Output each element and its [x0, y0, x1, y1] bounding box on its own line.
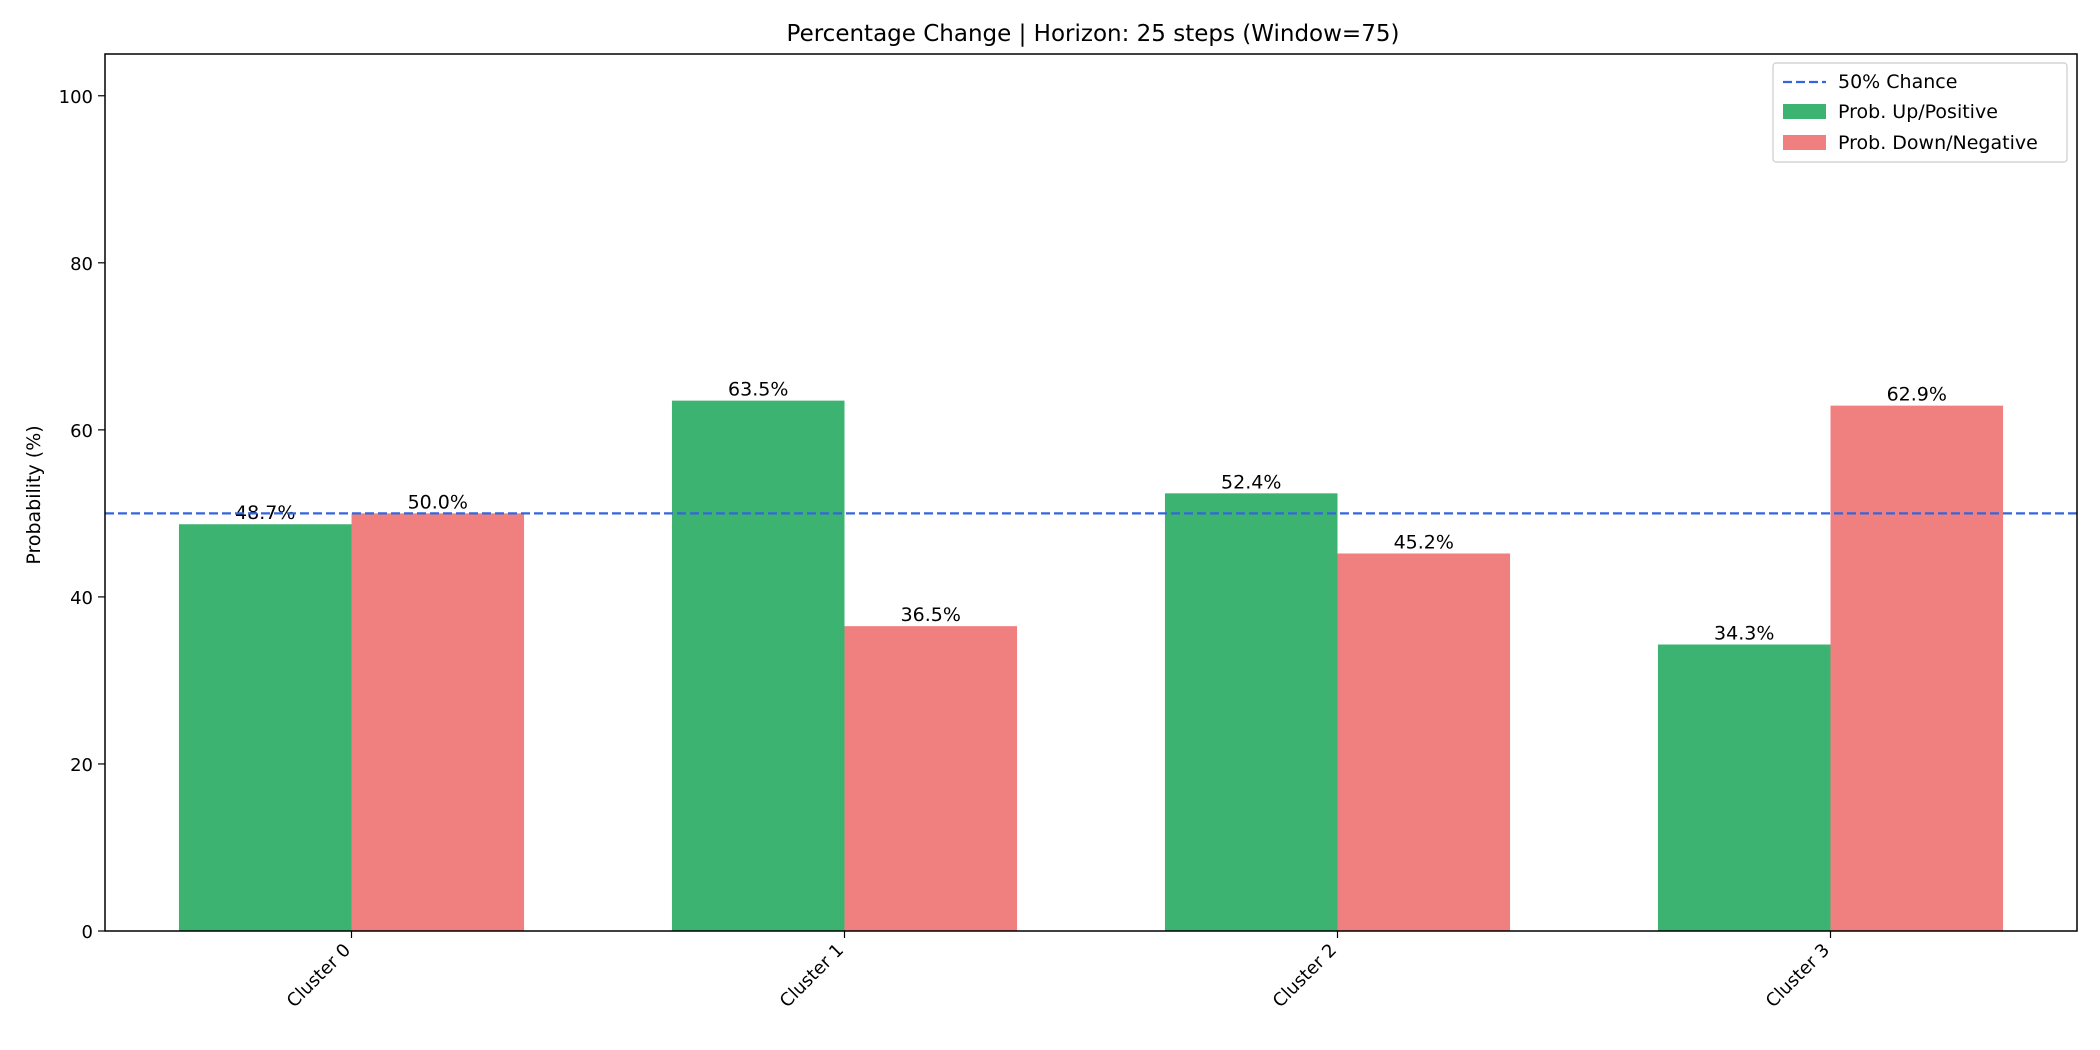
bar-down-cluster-2 — [1337, 553, 1511, 931]
legend-label-down: Prob. Down/Negative — [1838, 132, 2038, 154]
y-tick-label: 20 — [70, 755, 93, 776]
data-label: 45.2% — [1394, 531, 1454, 553]
data-label: 63.5% — [728, 379, 788, 401]
legend-label-reference: 50% Chance — [1838, 71, 1957, 93]
bar-down-cluster-3 — [1830, 405, 2004, 931]
bar-up-cluster-0 — [178, 524, 352, 931]
data-label: 50.0% — [408, 491, 468, 513]
y-tick-label: 100 — [59, 87, 93, 108]
data-label: 34.3% — [1714, 623, 1774, 645]
legend-label-up: Prob. Up/Positive — [1838, 101, 1998, 123]
data-label: 62.9% — [1887, 384, 1947, 406]
bars-group: 48.7% 50.0%63.5%36.5%52.4%45.2%34.3%62.9% — [178, 379, 2004, 932]
data-label: 52.4% — [1221, 471, 1281, 493]
bar-up-cluster-2 — [1164, 493, 1338, 931]
x-tick-label: Cluster 1 — [776, 940, 848, 1012]
chart-title: Percentage Change | Horizon: 25 steps (W… — [787, 21, 1400, 47]
legend: 50% Chance Prob. Up/Positive Prob. Down/Ne… — [1772, 62, 2068, 163]
y-axis: 0 20 40 60 80 100 — [59, 87, 105, 943]
y-tick-label: 60 — [70, 421, 93, 442]
plot-frame — [104, 53, 2078, 932]
y-tick-label: 40 — [70, 588, 93, 609]
bar-down-cluster-1 — [844, 626, 1018, 931]
y-tick-label: 0 — [82, 922, 93, 943]
y-tick-label: 80 — [70, 254, 93, 275]
x-axis: Cluster 0 Cluster 1 Cluster 2 Cluster 3 — [283, 931, 1834, 1012]
y-axis-label: Probability (%) — [23, 425, 45, 564]
x-tick-label: Cluster 3 — [1762, 940, 1834, 1012]
data-label: 36.5% — [901, 604, 961, 626]
bar-down-cluster-0 — [351, 513, 525, 931]
legend-swatch-down — [1783, 135, 1826, 150]
legend-swatch-up — [1783, 104, 1826, 119]
bar-up-cluster-1 — [671, 400, 845, 932]
x-tick-label: Cluster 2 — [1269, 940, 1341, 1012]
bar-up-cluster-3 — [1657, 644, 1831, 931]
legend-box — [1772, 62, 2068, 163]
x-tick-label: Cluster 0 — [283, 940, 355, 1012]
